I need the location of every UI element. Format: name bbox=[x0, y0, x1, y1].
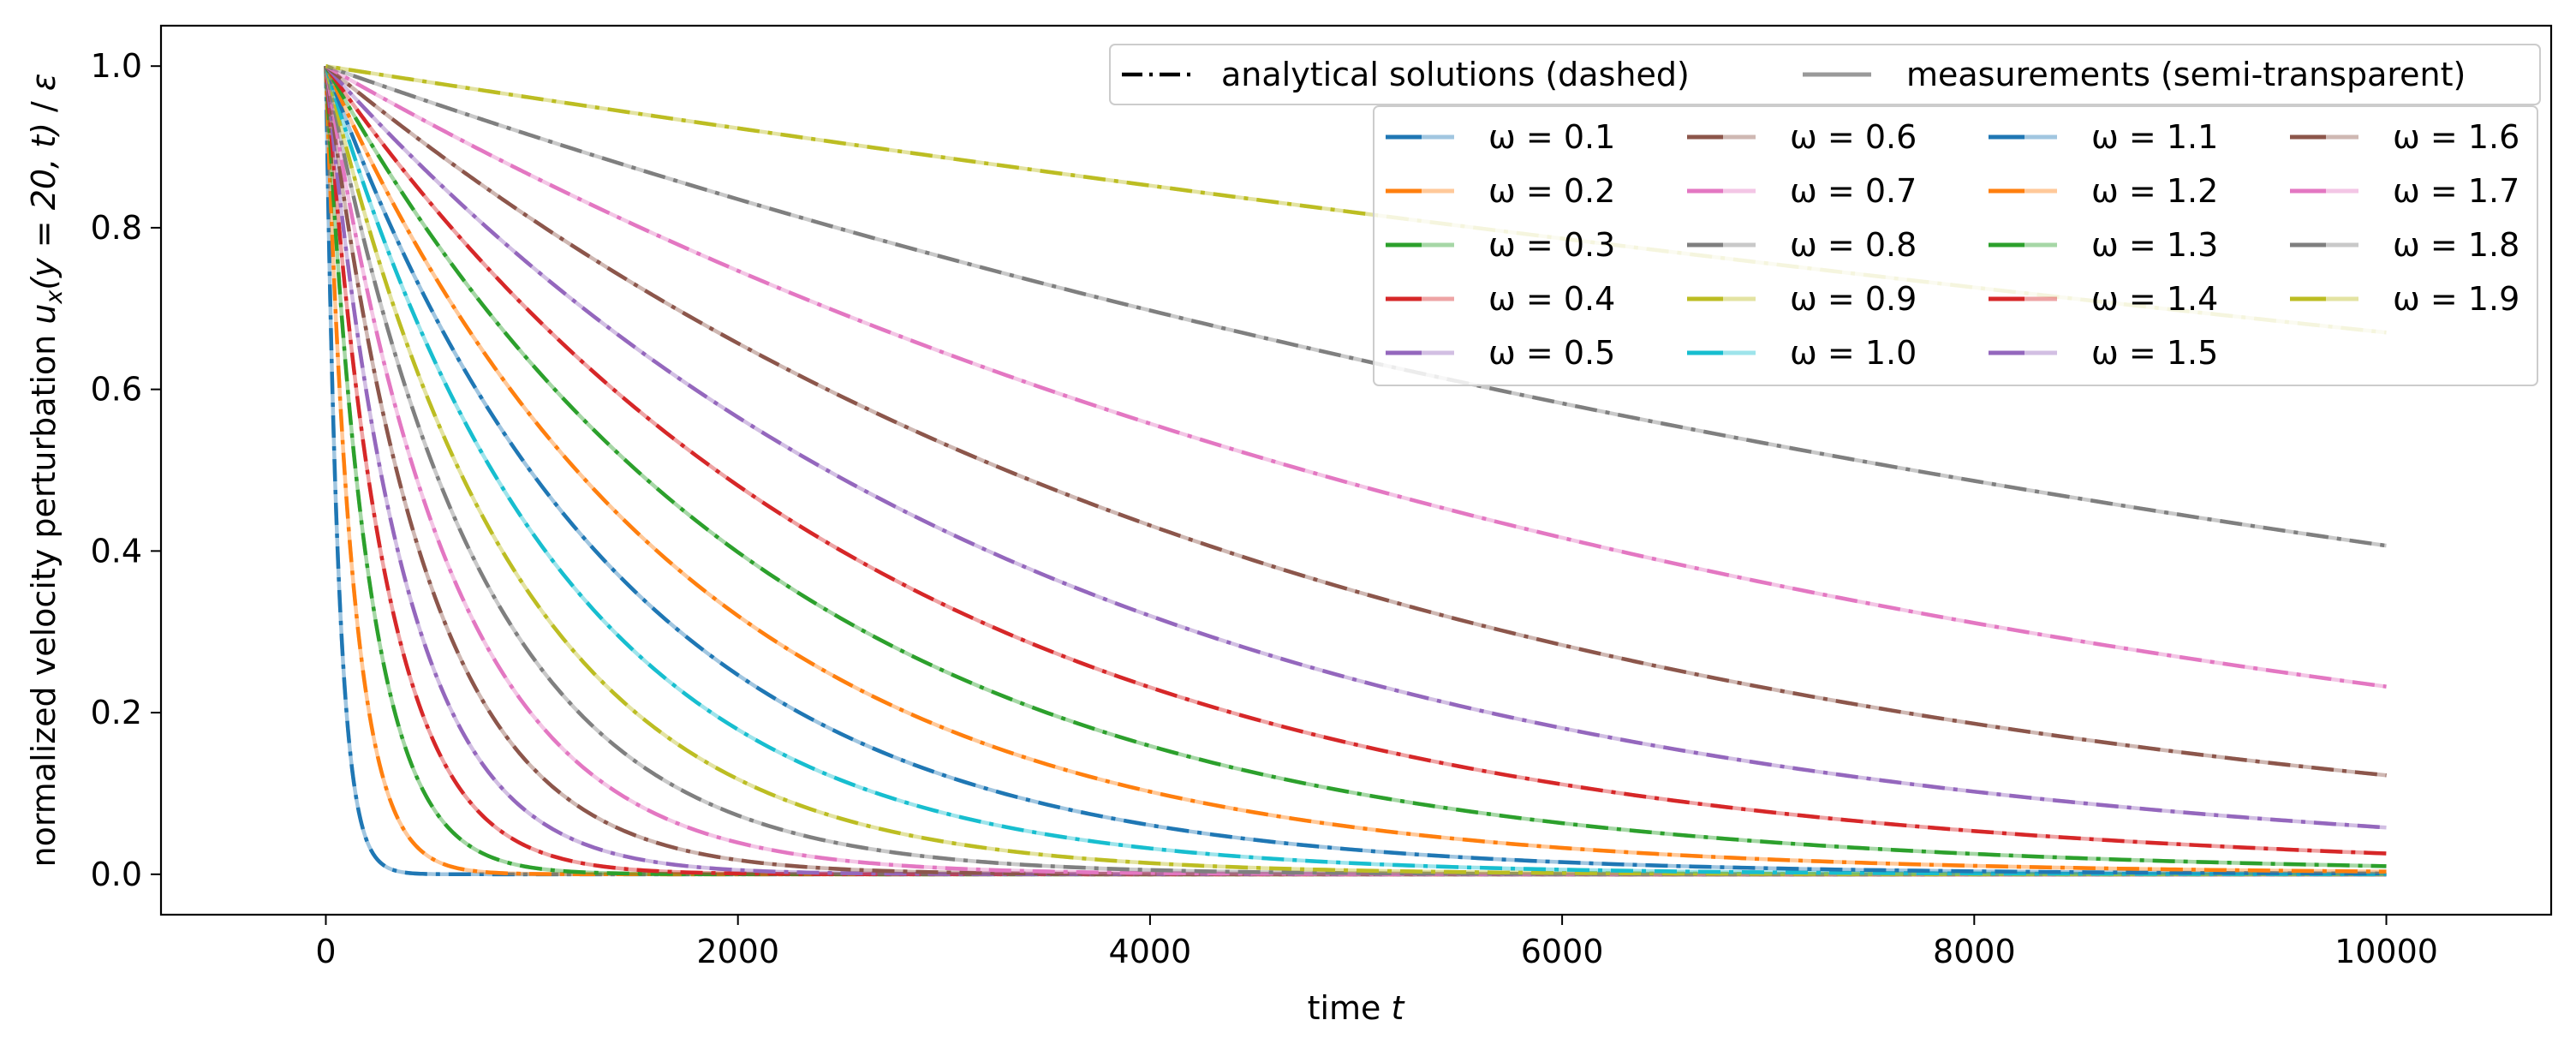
series-legend-label: ω = 0.6 bbox=[1790, 118, 1917, 156]
series-legend-label: ω = 0.5 bbox=[1488, 334, 1615, 372]
series-lines bbox=[324, 63, 2387, 877]
series-legend-label: ω = 0.2 bbox=[1488, 172, 1615, 210]
series-legend-label: ω = 0.3 bbox=[1488, 226, 1615, 264]
style-legend-label-analytical: analytical solutions (dashed) bbox=[1221, 56, 1690, 93]
series-legend-label: ω = 0.7 bbox=[1790, 172, 1917, 210]
x-tick-label: 8000 bbox=[1933, 933, 2016, 970]
x-tick-label: 10000 bbox=[2334, 933, 2438, 970]
analytical-line bbox=[325, 64, 2387, 548]
series-legend-label: ω = 1.6 bbox=[2393, 118, 2519, 156]
analytical-line bbox=[325, 64, 2387, 689]
analytical-line bbox=[324, 66, 2387, 877]
y-tick-label: 0.8 bbox=[91, 209, 142, 247]
x-tick-label: 2000 bbox=[696, 933, 779, 970]
series-legend-label: ω = 1.0 bbox=[1790, 334, 1917, 372]
series-legend-label: ω = 1.9 bbox=[2393, 280, 2519, 318]
x-tick-label: 0 bbox=[315, 933, 336, 970]
analytical-line bbox=[324, 65, 2387, 877]
series-legend-label: ω = 0.4 bbox=[1488, 280, 1615, 318]
y-tick-label: 0.6 bbox=[91, 371, 142, 409]
y-tick-label: 0.4 bbox=[91, 532, 142, 570]
analytical-line bbox=[324, 65, 2387, 876]
style-legend-box bbox=[1109, 44, 2541, 105]
series-legend-label: ω = 1.4 bbox=[2091, 280, 2218, 318]
series-legend-label: ω = 1.3 bbox=[2091, 226, 2218, 264]
analytical-line bbox=[324, 65, 2387, 877]
series-legend-label: ω = 0.9 bbox=[1790, 280, 1917, 318]
series-legend-label: ω = 1.7 bbox=[2393, 172, 2519, 210]
plot-frame bbox=[159, 24, 2553, 916]
analytical-line bbox=[324, 64, 2387, 856]
analytical-line bbox=[324, 65, 2387, 877]
series-legend-label: ω = 1.5 bbox=[2091, 334, 2218, 372]
x-tick-label: 6000 bbox=[1521, 933, 1604, 970]
series-legend-label: ω = 1.8 bbox=[2393, 226, 2519, 264]
analytical-line bbox=[324, 64, 2387, 830]
series-legend-box bbox=[1373, 105, 2538, 386]
series-legend: ω = 0.1 ω = 0.2 ω = 0.3 ω = 0.4 ω = 0.5 ω = 0… bbox=[1373, 105, 2538, 386]
series-legend-label: ω = 0.1 bbox=[1488, 118, 1615, 156]
analytical-line bbox=[325, 64, 2387, 778]
y-axis-ticks: 0.0 0.2 0.4 0.6 0.8 1.0 bbox=[91, 47, 161, 893]
style-legend: analytical solutions (dashed) measuremen… bbox=[1109, 44, 2541, 105]
y-axis-label: normalized velocity perturbation ux(y = … bbox=[25, 74, 68, 868]
series-legend-items: ω = 0.1 ω = 0.2 ω = 0.3 ω = 0.4 ω = 0.5 ω = 0… bbox=[1386, 118, 2519, 372]
measurement-line bbox=[324, 65, 2387, 876]
y-tick-label: 0.0 bbox=[91, 856, 142, 893]
analytical-line bbox=[325, 63, 2387, 335]
series-layer bbox=[324, 63, 2387, 877]
series-legend-label: ω = 1.2 bbox=[2091, 172, 2218, 210]
x-tick-label: 4000 bbox=[1109, 933, 1192, 970]
x-axis-label: time t bbox=[1308, 989, 1406, 1027]
series-legend-label: ω = 0.8 bbox=[1790, 226, 1917, 264]
analytical-line bbox=[324, 65, 2387, 868]
style-legend-label-measurements: measurements (semi-transparent) bbox=[1906, 56, 2466, 93]
x-axis-ticks: 0 2000 4000 6000 8000 10000 bbox=[315, 915, 2438, 970]
y-tick-label: 0.2 bbox=[91, 694, 142, 731]
analytical-line bbox=[324, 65, 2387, 874]
analytical-line bbox=[324, 66, 2387, 877]
y-tick-label: 1.0 bbox=[91, 47, 142, 85]
series-legend-label: ω = 1.1 bbox=[2091, 118, 2218, 156]
